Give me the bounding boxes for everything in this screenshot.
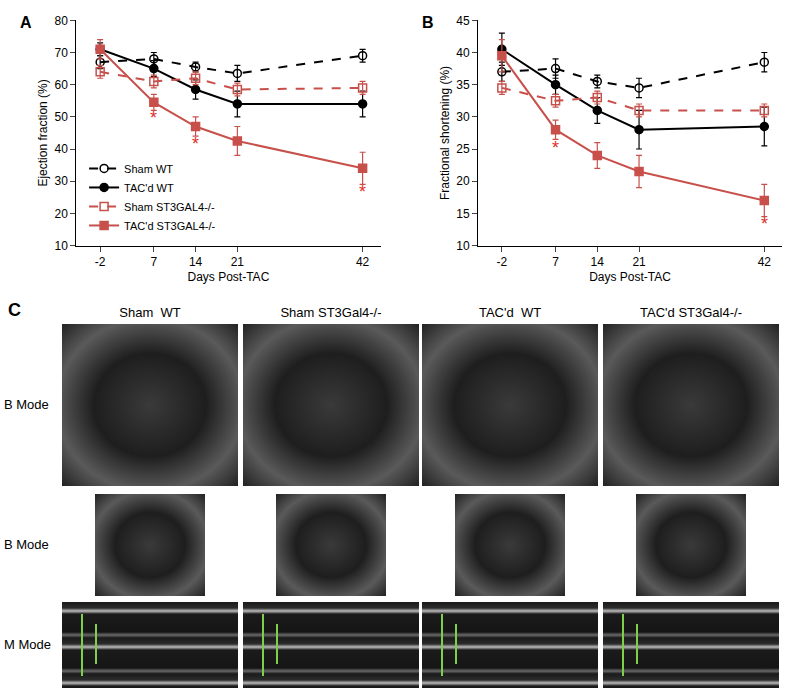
html-text:B Mode: B Mode — [4, 397, 49, 412]
svg-text:7: 7 — [150, 255, 157, 269]
svg-text:30: 30 — [55, 174, 69, 188]
svg-text:15: 15 — [456, 207, 470, 221]
svg-text:42: 42 — [758, 255, 772, 269]
svg-text:30: 30 — [456, 110, 470, 124]
svg-text:40: 40 — [456, 46, 470, 60]
svg-text:25: 25 — [456, 142, 470, 156]
svg-text:20: 20 — [456, 174, 470, 188]
svg-text:Days Post-TAC: Days Post-TAC — [589, 270, 671, 284]
svg-text:Fractional shortening (%): Fractional shortening (%) — [438, 66, 452, 200]
svg-text:-2: -2 — [497, 255, 508, 269]
svg-text:80: 80 — [55, 14, 69, 28]
svg-text:*: * — [192, 134, 199, 154]
svg-text:40: 40 — [55, 142, 69, 156]
html-text:C: C — [8, 300, 21, 320]
html-text:M Mode: M Mode — [4, 637, 51, 652]
svg-text:*: * — [552, 138, 559, 158]
svg-text:45: 45 — [456, 14, 470, 28]
svg-text:TAC'd WT: TAC'd WT — [124, 182, 174, 194]
svg-text:21: 21 — [231, 255, 245, 269]
svg-text:*: * — [359, 182, 366, 202]
svg-text:Sham ST3GAL4-/-: Sham ST3GAL4-/- — [124, 201, 215, 213]
svg-text:35: 35 — [456, 78, 470, 92]
svg-text:*: * — [150, 108, 157, 128]
svg-text:Sham WT: Sham WT — [124, 163, 173, 175]
svg-text:70: 70 — [55, 46, 69, 60]
svg-text:10: 10 — [55, 239, 69, 253]
svg-text:14: 14 — [591, 255, 605, 269]
svg-text:10: 10 — [456, 239, 470, 253]
html-text:B Mode: B Mode — [4, 537, 49, 552]
svg-text:Ejection fraction (%): Ejection fraction (%) — [36, 79, 50, 186]
html-text:Sham ST3Gal4-/-: Sham ST3Gal4-/- — [280, 305, 382, 320]
svg-text:21: 21 — [632, 255, 646, 269]
html-text:TAC'd ST3Gal4-/-: TAC'd ST3Gal4-/- — [640, 305, 742, 320]
svg-text:50: 50 — [55, 110, 69, 124]
svg-text:20: 20 — [55, 207, 69, 221]
svg-text:7: 7 — [552, 255, 559, 269]
svg-text:*: * — [761, 214, 768, 234]
html-text:Sham WT: Sham WT — [119, 305, 181, 320]
svg-text:14: 14 — [189, 255, 203, 269]
svg-text:A: A — [20, 14, 32, 31]
svg-text:B: B — [422, 14, 434, 31]
svg-text:60: 60 — [55, 78, 69, 92]
svg-text:-2: -2 — [95, 255, 106, 269]
svg-text:42: 42 — [356, 255, 370, 269]
html-text:TAC'd WT: TAC'd WT — [478, 305, 542, 320]
svg-text:TAC'd ST3GAL4-/-: TAC'd ST3GAL4-/- — [124, 220, 215, 232]
svg-text:Days Post-TAC: Days Post-TAC — [188, 270, 270, 284]
